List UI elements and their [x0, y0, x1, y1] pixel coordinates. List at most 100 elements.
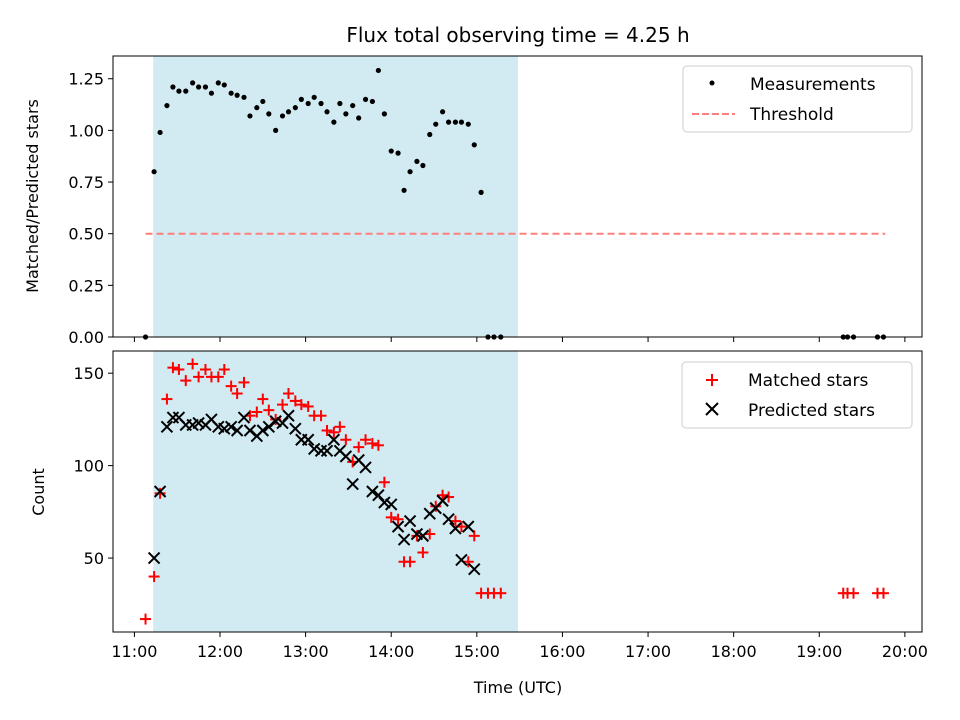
predicted-stars-legend-marker	[705, 402, 719, 416]
observing-window-shade-top	[153, 56, 518, 337]
measurement-point	[458, 119, 465, 125]
matched-star-point	[180, 375, 192, 387]
matched-star-point	[218, 363, 230, 375]
measurement-point	[176, 88, 182, 94]
x-tick-label: 14:00	[368, 642, 414, 661]
count-legend: Matched stars Predicted stars	[681, 361, 913, 429]
matched-star-point	[257, 393, 269, 405]
measurement-point	[407, 169, 413, 175]
predicted-star-point	[153, 485, 167, 498]
predicted-star-point	[366, 485, 379, 498]
measurement-point	[221, 82, 227, 88]
predicted-star-point	[359, 461, 372, 474]
measurement-point	[196, 84, 202, 90]
measurement-point	[427, 131, 433, 138]
matched-star-point	[263, 404, 275, 416]
measurement-point	[273, 127, 279, 133]
ratio-y-axis-label: Matched/Predicted stars	[23, 99, 42, 293]
x-tick-label: 11:00	[111, 642, 157, 661]
measurement-point	[375, 67, 381, 74]
ratio-y-ticks: 0.00 0.25 0.50 0.75 1.00 1.25	[68, 70, 113, 347]
matched-star-point	[340, 434, 352, 446]
y-tick-label: 0.25	[68, 276, 104, 295]
predicted-star-point	[416, 529, 430, 543]
matched-stars-legend-label: Matched stars	[748, 371, 868, 391]
predicted-star-point	[403, 514, 417, 528]
measurement-point	[241, 94, 247, 100]
measurement-point	[478, 189, 484, 195]
x-tick-label: 18:00	[711, 642, 757, 661]
matched-star-point	[468, 530, 480, 542]
matched-star-point	[877, 587, 889, 599]
y-tick-label: 50	[84, 549, 104, 568]
matched-star-point	[360, 434, 372, 446]
matched-star-point	[173, 363, 185, 375]
measurement-point	[445, 119, 452, 125]
matched-star-point	[231, 388, 243, 400]
count-legend-frame	[681, 361, 913, 429]
measurement-point	[292, 105, 298, 111]
predicted-star-point	[397, 533, 411, 546]
matched-star-point	[289, 395, 301, 407]
x-tick-label: 19:00	[796, 642, 842, 661]
measurement-point	[311, 94, 317, 100]
matched-star-point	[430, 500, 442, 512]
matched-star-point	[282, 388, 294, 400]
measurement-point	[331, 119, 337, 125]
matched-stars-points	[140, 358, 889, 625]
matched-star-point	[187, 358, 199, 370]
matched-star-point	[495, 587, 507, 599]
predicted-star-point	[301, 433, 315, 446]
predicted-star-point	[339, 450, 353, 463]
measurement-point	[190, 80, 196, 86]
measurement-point	[254, 105, 260, 111]
predicted-star-point	[462, 520, 475, 533]
predicted-star-point	[468, 562, 481, 576]
predicted-star-point	[147, 551, 161, 565]
matched-star-point	[225, 380, 237, 392]
y-tick-label: 150	[73, 364, 104, 383]
measurement-point	[471, 142, 477, 148]
predicted-star-point	[256, 424, 270, 437]
y-tick-label: 100	[73, 457, 104, 476]
observing-window-shade-bottom	[153, 351, 518, 632]
ratio-panel: 0.00 0.25 0.50 0.75 1.00 1.25 Matched/Predict…	[23, 55, 923, 347]
predicted-stars-legend-label: Predicted stars	[748, 401, 875, 421]
ratio-axes-frame	[112, 55, 923, 338]
x-tick-label: 15:00	[454, 642, 500, 661]
measurement-points	[142, 67, 887, 340]
matched-star-point	[167, 362, 179, 374]
x-axis-label: Time (UTC)	[473, 678, 562, 697]
ratio-legend-frame	[682, 65, 913, 133]
count-x-ticks: 11:00 12:00 13:00 14:00 15:00 16:00 17:00 18:00…	[111, 632, 928, 661]
measurement-point	[202, 84, 209, 90]
matched-star-point	[302, 400, 314, 412]
ratio-x-ticks	[133, 337, 906, 342]
x-tick-label: 17:00	[625, 642, 671, 661]
matched-star-point	[404, 556, 416, 568]
x-tick-label: 16:00	[539, 642, 585, 661]
count-y-ticks: 50 100 150	[73, 364, 113, 568]
predicted-star-point	[346, 477, 359, 491]
measurement-point	[356, 115, 362, 121]
predicted-star-point	[327, 433, 341, 446]
observing-window-band	[153, 351, 518, 632]
matched-star-point	[328, 426, 340, 438]
x-tick-label: 20:00	[882, 642, 928, 661]
matched-star-point	[417, 547, 429, 559]
measurement-point	[260, 98, 266, 105]
y-tick-label: 1.25	[68, 70, 104, 89]
y-tick-label: 0.50	[68, 225, 104, 244]
predicted-star-point	[455, 553, 468, 567]
matched-star-point	[277, 399, 289, 411]
measurement-point	[247, 113, 253, 119]
measurements-legend-marker	[709, 80, 715, 86]
matched-star-point	[334, 421, 346, 433]
matched-star-point	[295, 399, 307, 411]
predicted-star-point	[436, 494, 449, 507]
predicted-star-point	[224, 420, 238, 434]
observing-window-band	[153, 56, 518, 337]
measurement-point	[452, 119, 459, 125]
predicted-star-point	[230, 424, 244, 437]
